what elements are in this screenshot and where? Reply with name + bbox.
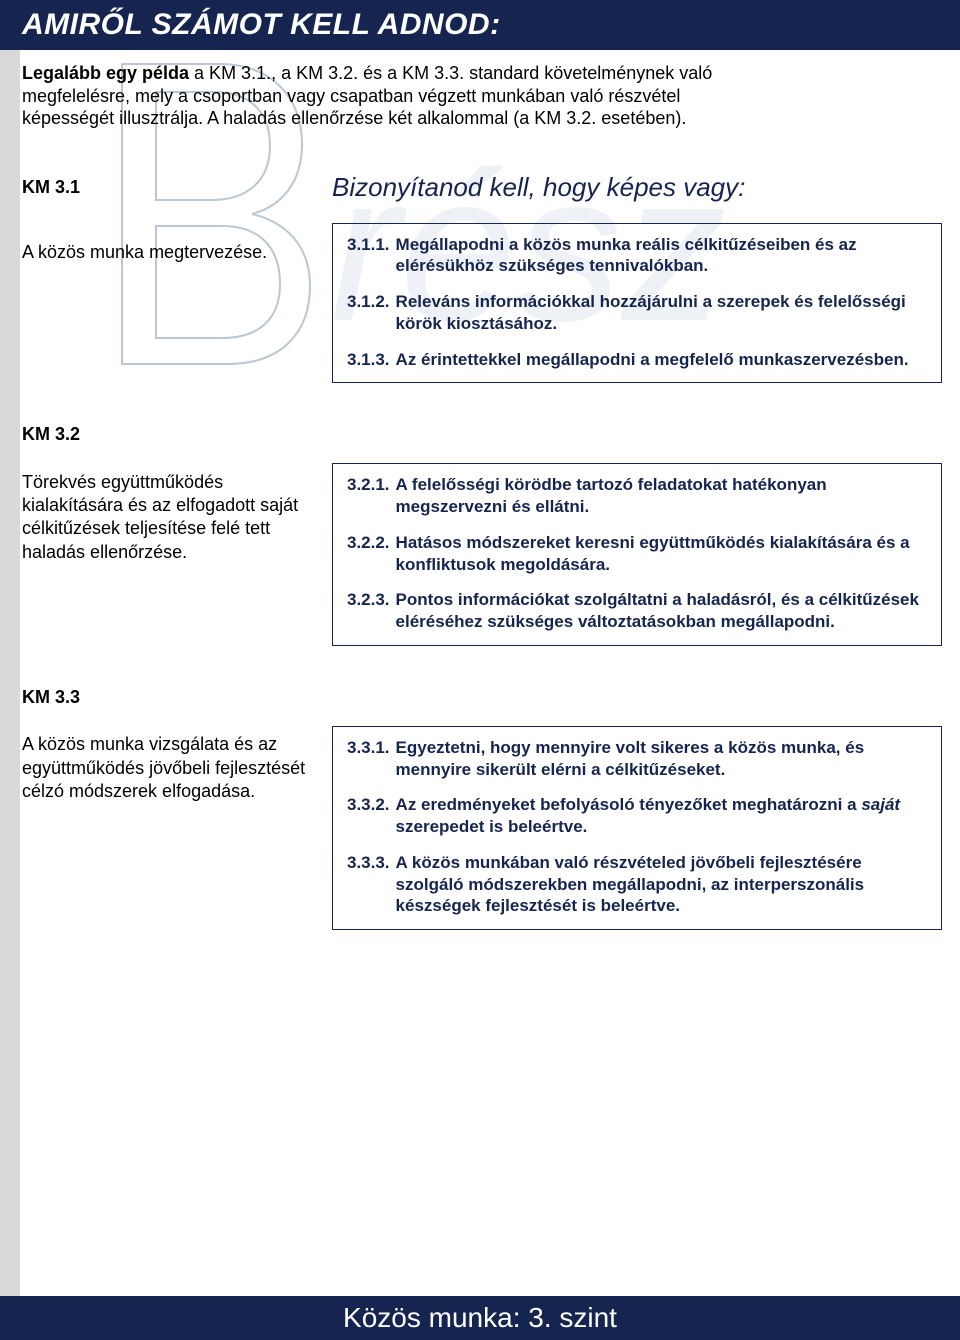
criteria-text: A közös munkában való részvételed jövőbe… [396,852,927,917]
intro-bold: Legalább egy példa [22,63,189,83]
criteria-box-km33: 3.3.1. Egyeztetni, hogy mennyire volt si… [332,726,942,930]
criteria-num: 3.2.3. [347,589,390,633]
criteria-text: Az érintettekkel megállapodni a megfelel… [396,349,927,371]
criteria-num: 3.2.1. [347,474,390,518]
section-km32: KM 3.2 Törekvés együttműködés kialakítás… [22,423,942,664]
criteria-item: 3.1.1. Megállapodni a közös munka reális… [347,234,927,278]
footer-title: Közös munka: 3. szint [343,1302,617,1334]
right-col-km32: 3.2.1. A felelősségi körödbe tartozó fel… [332,423,942,664]
criteria-box-km32: 3.2.1. A felelősségi körödbe tartozó fel… [332,463,942,646]
criteria-num: 3.3.2. [347,794,390,838]
criteria-item: 3.1.3. Az érintettekkel megállapodni a m… [347,349,927,371]
page-title: AMIRŐL SZÁMOT KELL ADNOD: [22,8,501,42]
criteria-text: Releváns információkkal hozzájárulni a s… [396,291,927,335]
left-gray-strip [0,0,20,1340]
km32-label: KM 3.2 [22,423,312,446]
criteria-num: 3.1.3. [347,349,390,371]
criteria-item: 3.3.1. Egyeztetni, hogy mennyire volt si… [347,737,927,781]
left-col-km32: KM 3.2 Törekvés együttműködés kialakítás… [22,423,332,664]
km31-desc: A közös munka megtervezése. [22,241,312,264]
criteria-text: Egyeztetni, hogy mennyire volt sikeres a… [396,737,927,781]
km32-desc: Törekvés együttműködés kialakítására és … [22,471,312,565]
criteria-item: 3.2.3. Pontos információkat szolgáltatni… [347,589,927,633]
criteria-num: 3.3.1. [347,737,390,781]
km33-desc: A közös munka vizsgálata és az együttműk… [22,733,312,803]
criteria-item: 3.2.2. Hatásos módszereket keresni együt… [347,532,927,576]
section-km33: KM 3.3 A közös munka vizsgálata és az eg… [22,686,942,948]
footer-bar: Közös munka: 3. szint [0,1296,960,1340]
criteria-box-km31: 3.1.1. Megállapodni a közös munka reális… [332,223,942,384]
criteria-num: 3.3.3. [347,852,390,917]
criteria-text: Az eredményeket befolyásoló tényezőket m… [396,794,927,838]
criteria-item: 3.2.1. A felelősségi körödbe tartozó fel… [347,474,927,518]
criteria-num: 3.1.1. [347,234,390,278]
criteria-item: 3.3.2. Az eredményeket befolyásoló ténye… [347,794,927,838]
criteria-text: Pontos információkat szolgáltatni a hala… [396,589,927,633]
criteria-num: 3.1.2. [347,291,390,335]
left-col-km33: KM 3.3 A közös munka vizsgálata és az eg… [22,686,332,948]
left-col-km31: KM 3.1 A közös munka megtervezése. [22,176,332,402]
right-col-km31: Bizonyítanod kell, hogy képes vagy: 3.1.… [332,176,942,402]
criteria-item: 3.1.2. Releváns információkkal hozzájáru… [347,291,927,335]
intro-paragraph: Legalább egy példa a KM 3.1., a KM 3.2. … [22,62,772,130]
right-col-km33: 3.3.1. Egyeztetni, hogy mennyire volt si… [332,686,942,948]
content-area: Legalább egy példa a KM 3.1., a KM 3.2. … [22,62,942,970]
criteria-item: 3.3.3. A közös munkában való részvételed… [347,852,927,917]
km33-label: KM 3.3 [22,686,312,709]
criteria-text: Megállapodni a közös munka reális célkit… [396,234,927,278]
km31-label: KM 3.1 [22,176,312,199]
criteria-num: 3.2.2. [347,532,390,576]
header-bar: AMIRŐL SZÁMOT KELL ADNOD: [0,0,960,50]
criteria-text: Hatásos módszereket keresni együttműködé… [396,532,927,576]
criteria-text: A felelősségi körödbe tartozó feladatoka… [396,474,927,518]
prove-heading: Bizonyítanod kell, hogy képes vagy: [332,172,942,203]
section-km31: KM 3.1 A közös munka megtervezése. Bizon… [22,176,942,402]
